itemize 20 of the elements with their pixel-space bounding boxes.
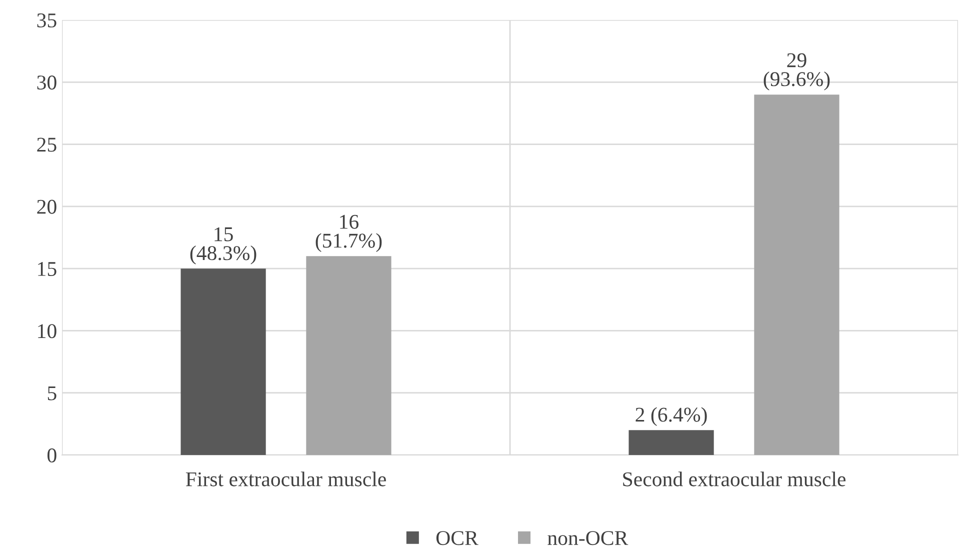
data-label: 2 (6.4%) [636,407,707,426]
y-tick-label: 35 [37,13,56,28]
y-tick-label: 10 [38,324,56,338]
x-tick-label: Second extraocular muscle [623,472,846,486]
y-tick-label: 20 [37,200,56,214]
y-tick-label: 30 [37,76,56,90]
data-label: 29 (93.6%) [764,53,830,90]
data-label: 16 (51.7%) [316,214,382,252]
y-tick-label: 5 [48,386,56,400]
bar [754,94,840,455]
bar [628,430,714,455]
y-tick-label: 0 [48,448,56,462]
y-tick-label: 15 [38,262,56,276]
x-tick-label: First extraocular muscle [186,472,386,486]
data-label: 15 (48.3%) [190,227,256,264]
legend-label: OCR [436,531,478,546]
y-tick-label: 25 [37,138,56,152]
bar [180,268,266,455]
legend-label: non-OCR [548,531,628,546]
bar [306,256,392,455]
